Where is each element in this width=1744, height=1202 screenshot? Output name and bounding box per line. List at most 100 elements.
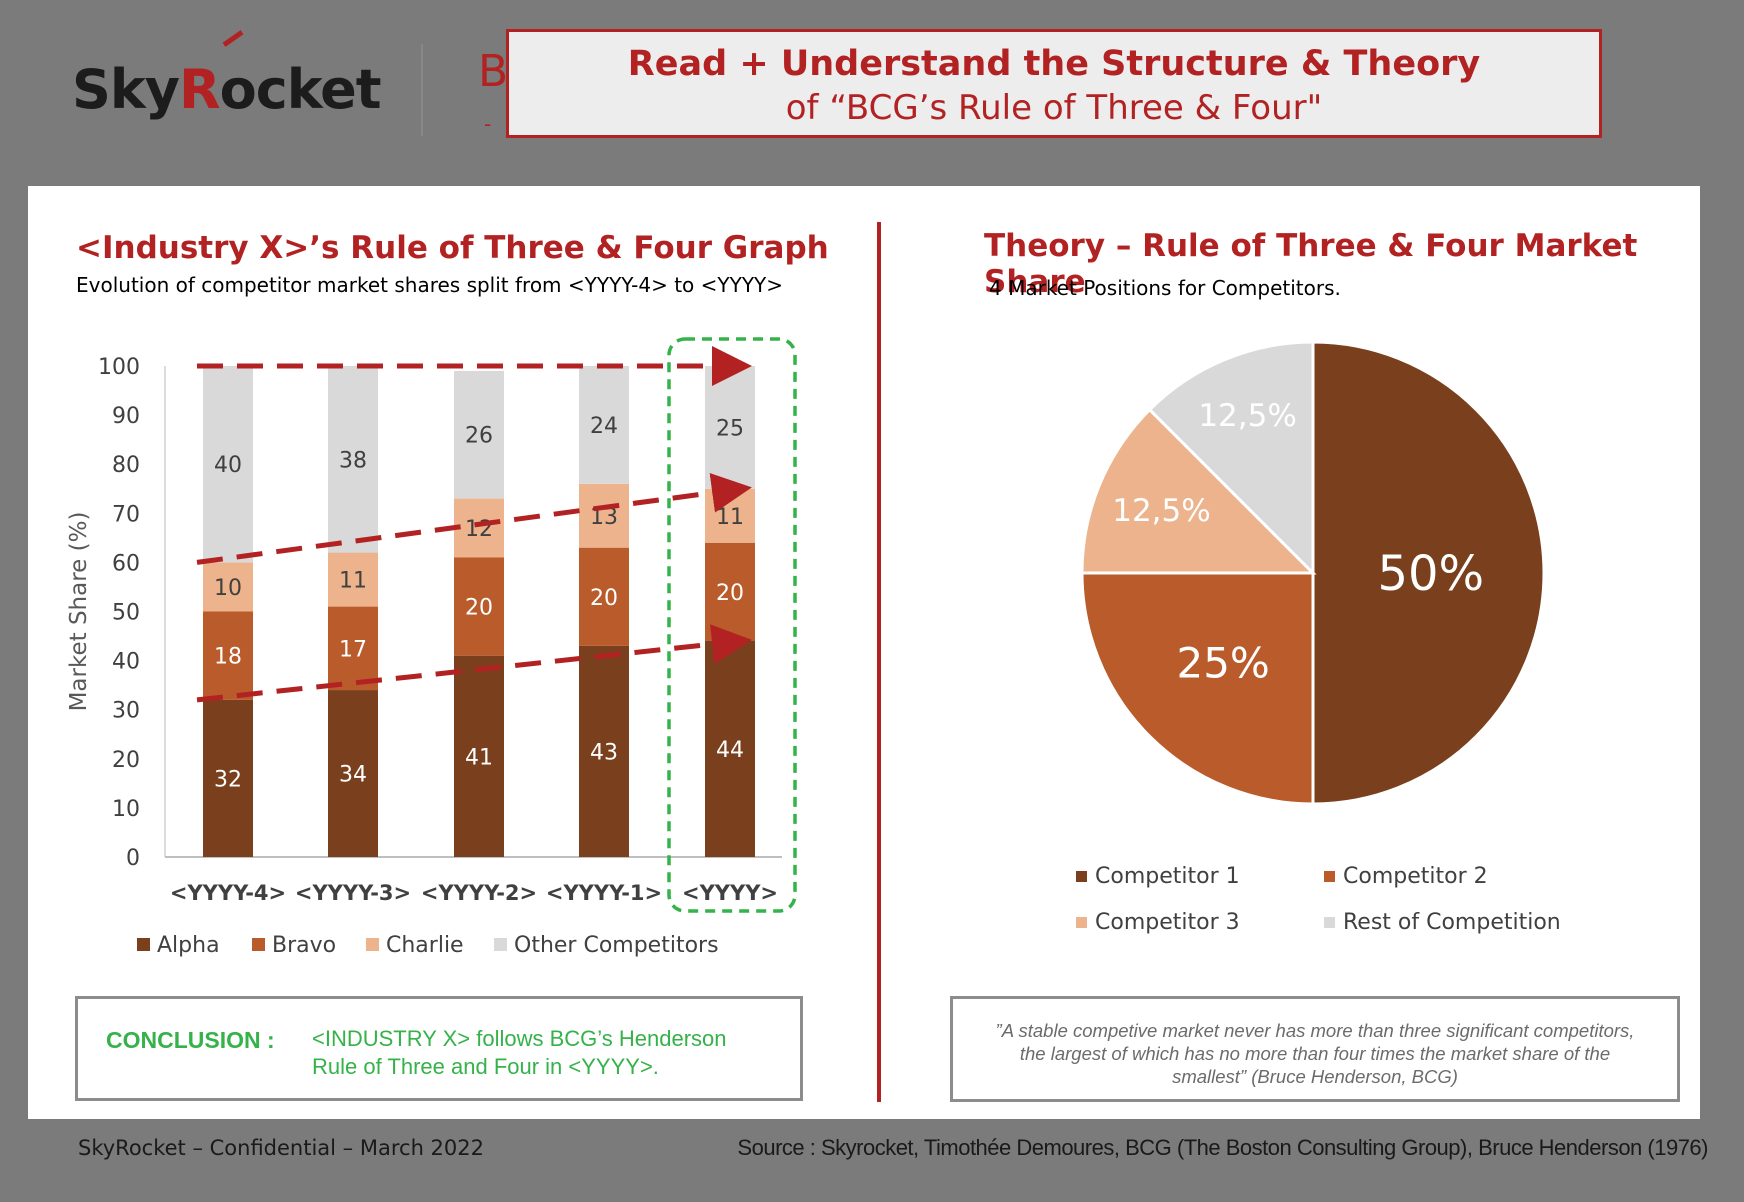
highlight-box [667, 337, 797, 913]
pie-slice-competitor-1 [1311, 340, 1546, 806]
bar-segment-other-competitors [705, 366, 755, 489]
trend-arrow [196, 472, 752, 565]
bar-value-label: 32 [214, 767, 242, 792]
bar-value-label: 18 [214, 645, 242, 670]
bar-segment-alpha [579, 645, 629, 857]
legend-label: Alpha [157, 933, 220, 958]
bar-value-label: 26 [465, 424, 493, 449]
hidden-title-dash: - [484, 112, 492, 136]
bar-segment-alpha [454, 655, 504, 857]
pie-legend-label: Competitor 3 [1095, 910, 1240, 935]
slide-title-box: Read + Understand the Structure & Theory… [506, 29, 1602, 138]
bar-value-label: 11 [339, 569, 367, 594]
bar-value-label: 38 [339, 448, 367, 473]
y-tick-label: 0 [126, 846, 140, 871]
y-tick-label: 50 [112, 601, 140, 626]
y-tick-label: 100 [98, 355, 140, 380]
bar-segment-bravo [454, 557, 504, 656]
y-tick-label: 70 [112, 502, 140, 527]
y-tick-label: 80 [112, 453, 140, 478]
bar-value-label: 11 [716, 505, 744, 530]
pie-legend-swatch [1324, 871, 1335, 882]
pie-slice-label: 12,5% [1112, 493, 1210, 529]
x-category-label: <YYYY> [682, 881, 778, 905]
y-axis-label: Market Share (%) [66, 512, 92, 712]
pie-chart-title: Theory – Rule of Three & Four Market Sha… [984, 228, 1638, 300]
y-tick-label: 90 [112, 404, 140, 429]
legend-label: Other Competitors [514, 933, 719, 958]
legend-label: Charlie [386, 933, 464, 958]
x-category-label: <YYYY-2> [421, 881, 537, 905]
pie-chart: 50% 25% 12,5% 12,5% Competitor 1 Competitor 2… [1076, 340, 1561, 935]
bar-value-label: 10 [214, 576, 242, 601]
bar-segment-charlie [454, 498, 504, 558]
y-tick-label: 30 [112, 699, 140, 724]
legend-swatch [366, 938, 379, 951]
bar-segment-bravo [203, 611, 253, 700]
y-tick-label: 60 [112, 551, 140, 576]
henderson-quote-box: ”A stable competive market never has mor… [950, 996, 1680, 1102]
y-tick-label: 20 [112, 748, 140, 773]
pie-slice-rest-of-competition [1147, 340, 1315, 577]
legend-swatch [252, 938, 265, 951]
bar-segment-other-competitors [454, 370, 504, 499]
pie-slice-label: 50% [1377, 546, 1484, 602]
bar-value-label: 20 [716, 581, 744, 606]
bar-segment-other-competitors [579, 366, 629, 484]
pie-legend-label: Competitor 1 [1095, 864, 1240, 889]
bar-value-label: 41 [465, 745, 493, 770]
bar-segment-charlie [328, 552, 378, 607]
pie-legend-label: Rest of Competition [1343, 910, 1561, 935]
legend-label: Bravo [272, 933, 336, 958]
bar-value-label: 43 [590, 740, 618, 765]
bar-chart-title: <Industry X>’s Rule of Three & Four Grap… [76, 230, 829, 266]
slide-title-line2: of “BCG’s Rule of Three & Four" [785, 88, 1323, 128]
pie-legend-swatch [1324, 917, 1335, 928]
header-separator [421, 44, 423, 136]
pie-slice-label: 25% [1176, 639, 1269, 688]
pie-legend-swatch [1076, 917, 1087, 928]
pie-slice-competitor-3 [1080, 407, 1317, 575]
conclusion-box: CONCLUSION : <INDUSTRY X> follows BCG’s … [75, 996, 803, 1101]
legend-swatch [494, 938, 507, 951]
bar-segment-charlie [203, 562, 253, 612]
panel-divider [877, 222, 881, 1102]
x-category-label: <YYYY-3> [295, 881, 411, 905]
bar-value-label: 25 [716, 416, 744, 441]
bar-value-label: 44 [716, 738, 744, 763]
bar-segment-alpha [203, 699, 253, 857]
skyrocket-logo: SkyRocket [72, 58, 382, 121]
x-category-label: <YYYY-4> [170, 881, 286, 905]
pie-slice-competitor-2 [1080, 571, 1315, 806]
hidden-title-fragment: B [478, 46, 509, 97]
bar-segment-charlie [579, 483, 629, 548]
slide-title-line1: Read + Understand the Structure & Theory [627, 44, 1481, 84]
pie-slice-label: 12,5% [1198, 398, 1296, 434]
bar-value-label: 40 [214, 453, 242, 478]
conclusion-text: <INDUSTRY X> follows BCG’s Henderson Rul… [312, 1026, 727, 1079]
bar-value-label: 34 [339, 763, 367, 788]
bar-segment-bravo [328, 606, 378, 691]
bar-segment-alpha [328, 690, 378, 857]
bar-value-label: 20 [465, 596, 493, 621]
pie-legend-swatch [1076, 871, 1087, 882]
conclusion-label: CONCLUSION : [106, 1027, 275, 1053]
bar-segment-alpha [705, 640, 755, 857]
henderson-quote: ”A stable competive market never has mor… [995, 1020, 1635, 1087]
bar-segment-other-competitors [328, 366, 378, 553]
y-tick-label: 40 [112, 650, 140, 675]
pie-chart-subtitle: 4 Market Positions for Competitors. [989, 276, 1341, 300]
stacked-bar-chart: 0 10 20 30 40 50 60 70 80 90 100 Market Share (%) 32… [66, 337, 797, 958]
trend-arrow [196, 624, 752, 703]
bar-segment-bravo [579, 547, 629, 646]
x-category-label: <YYYY-1> [546, 881, 662, 905]
bar-value-label: 20 [590, 586, 618, 611]
bar-segment-other-competitors [203, 366, 253, 563]
bar-value-label: 17 [339, 637, 367, 662]
pie-legend-label: Competitor 2 [1343, 864, 1488, 889]
legend-swatch [137, 938, 150, 951]
footer-confidential: SkyRocket – Confidential – March 2022 [78, 1136, 484, 1160]
y-tick-label: 10 [112, 797, 140, 822]
bar-chart-subtitle: Evolution of competitor market shares sp… [76, 273, 784, 297]
